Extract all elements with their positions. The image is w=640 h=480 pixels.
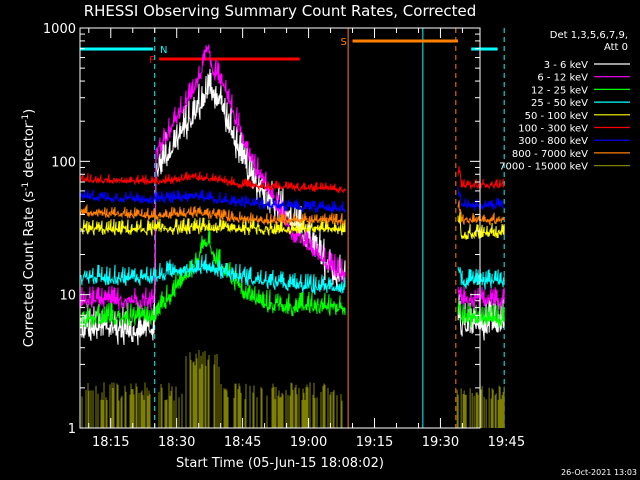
x-tick-label: 18:15 xyxy=(92,435,129,450)
series-8-trace xyxy=(81,350,505,428)
axis-ticks: 1 10 100 1000 18:15 18:30 18:45 19:00 19:15 19:30… xyxy=(43,22,525,450)
series-5-trace-1 xyxy=(457,166,505,191)
legend-header-detectors: Det 1,3,5,6,7,9, xyxy=(550,30,628,41)
legend-label-3: 25 - 50 keV xyxy=(531,98,588,109)
x-tick-label: 19:30 xyxy=(422,435,459,450)
series-4 xyxy=(80,210,505,240)
legend-label-5: 100 - 300 keV xyxy=(518,124,588,135)
flag-F-label: F xyxy=(149,55,155,66)
x-tick-label: 18:45 xyxy=(224,435,261,450)
series-3-trace-0 xyxy=(80,253,346,295)
series-6-trace-1 xyxy=(457,187,505,211)
x-tick-label: 18:30 xyxy=(158,435,195,450)
chart-title: RHESSI Observing Summary Count Rates, Co… xyxy=(84,2,477,20)
series-1 xyxy=(80,44,505,311)
series-5-trace-0 xyxy=(80,171,346,194)
y-tick-label: 10 xyxy=(59,289,76,304)
legend: Det 1,3,5,6,7,9, Att 0 3 - 6 keV 6 - 12 k… xyxy=(499,30,630,173)
y-tick-label: 1000 xyxy=(43,22,76,37)
legend-label-4: 50 - 100 keV xyxy=(525,111,589,122)
x-axis-label: Start Time (05-Jun-15 18:08:02) xyxy=(176,456,384,471)
series-4-trace-0 xyxy=(80,217,346,236)
legend-label-2: 12 - 25 keV xyxy=(531,85,588,96)
legend-label-0: 3 - 6 keV xyxy=(544,60,588,71)
series-7-trace-1 xyxy=(457,200,505,226)
y-tick-label: 1 xyxy=(68,422,76,437)
series-7-trace-0 xyxy=(80,204,346,226)
x-tick-label: 19:15 xyxy=(356,435,393,450)
flag-S-label: S xyxy=(341,37,347,48)
plot-frame xyxy=(79,27,481,429)
flag-N-label: N xyxy=(160,45,167,56)
series-2-trace-0 xyxy=(80,228,346,328)
legend-label-6: 300 - 800 keV xyxy=(518,136,588,147)
y-tick-label: 100 xyxy=(51,155,76,170)
legend-label-8: 7000 - 15000 keV xyxy=(499,162,588,173)
series-5 xyxy=(80,166,505,194)
series-3 xyxy=(80,253,505,295)
series-2 xyxy=(80,228,505,328)
footer-timestamp: 26-Oct-2021 13:03 xyxy=(561,468,637,477)
series-8 xyxy=(81,350,505,428)
y-axis-label: Corrected Count Rate (s-1 detector-1) xyxy=(21,109,37,347)
x-tick-label: 19:45 xyxy=(488,435,525,450)
legend-header-attenuator: Att 0 xyxy=(604,42,628,53)
series-2-trace-1 xyxy=(457,300,505,328)
series-0-trace-1 xyxy=(457,293,505,341)
legend-label-7: 800 - 7000 keV xyxy=(512,149,588,160)
x-tick-label: 19:00 xyxy=(290,435,327,450)
series-7 xyxy=(80,200,505,226)
series-3-trace-1 xyxy=(457,266,505,290)
series-6-trace-0 xyxy=(80,189,346,213)
legend-label-1: 6 - 12 keV xyxy=(537,73,588,84)
series-4-trace-1 xyxy=(457,210,505,240)
plot-data-layer: NF S xyxy=(80,28,505,428)
series-1-trace-0 xyxy=(80,44,346,311)
series-6 xyxy=(80,187,505,213)
series-1-trace-1 xyxy=(457,286,505,310)
